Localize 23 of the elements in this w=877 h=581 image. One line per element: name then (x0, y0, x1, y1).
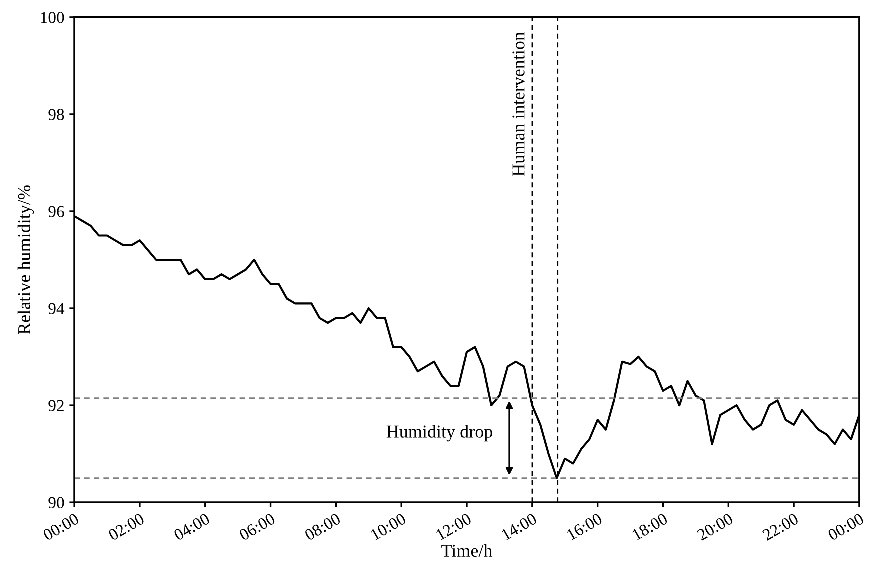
x-tick-label: 22:00 (762, 513, 800, 542)
x-tick-label: 10:00 (370, 513, 407, 541)
y-tick-label: 94 (48, 303, 65, 314)
ref-line-label: Human intervention (512, 32, 525, 176)
y-tick-label: 98 (48, 109, 64, 120)
x-tick-label: 18:00 (632, 513, 669, 541)
x-axis-title: Time/h (442, 544, 493, 558)
y-tick-label: 90 (48, 497, 64, 509)
x-tick-label: 04:00 (173, 513, 211, 542)
x-tick-label: 06:00 (238, 513, 276, 542)
x-tick-label: 02:00 (108, 513, 146, 542)
y-tick-label: 100 (41, 12, 64, 24)
y-tick-label: 96 (48, 206, 64, 218)
x-tick-label: 12:00 (436, 513, 472, 541)
x-tick-label: 00:00 (827, 513, 865, 542)
annotation: Humidity drop (386, 425, 492, 442)
y-tick-label: 92 (48, 400, 64, 412)
x-tick-label: 08:00 (304, 513, 342, 542)
x-tick-label: 20:00 (696, 513, 734, 542)
y-axis-title: Relative humidity/% (18, 186, 34, 334)
x-tick-label: 16:00 (566, 513, 604, 541)
x-tick-label: 00:00 (42, 513, 80, 542)
x-tick-label: 14:00 (501, 513, 538, 541)
